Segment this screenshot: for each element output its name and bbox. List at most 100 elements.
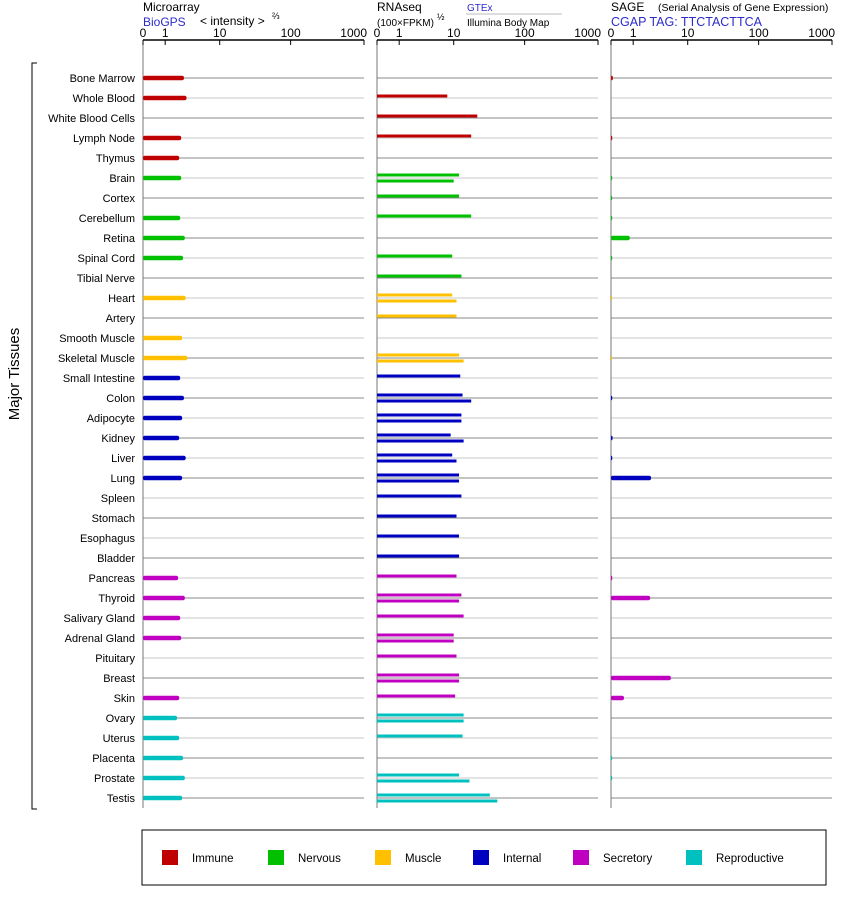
expression-bar	[611, 215, 613, 221]
tissue-label: Thyroid	[98, 593, 135, 605]
x-tick-label: 100	[749, 26, 769, 40]
intensity-scale-label: < intensity >	[200, 14, 265, 28]
expression-bar	[611, 75, 613, 81]
expression-bar	[377, 779, 470, 783]
tissue-label: Cerebellum	[79, 213, 135, 225]
expression-bar	[143, 235, 185, 241]
expression-bar	[611, 575, 613, 581]
expression-bar	[611, 235, 630, 241]
legend-item-internal: Internal	[473, 850, 541, 865]
x-tick-label: 1	[630, 26, 637, 40]
expression-bar	[377, 679, 460, 683]
expression-bar	[377, 534, 460, 538]
expression-bar	[143, 635, 182, 641]
expression-bar	[377, 719, 464, 723]
tissue-label: Esophagus	[80, 533, 136, 545]
expression-bar	[143, 335, 183, 341]
expression-bar	[611, 395, 613, 401]
expression-bar	[611, 675, 671, 681]
legend-swatch	[268, 850, 284, 865]
legend: Immune Nervous Muscle Internal Secretory Repr…	[162, 850, 784, 865]
expression-bar	[611, 775, 613, 781]
legend-swatch	[162, 850, 178, 865]
expression-bar	[377, 614, 464, 618]
legend-item-nervous: Nervous	[268, 850, 341, 865]
tissue-label: Smooth Muscle	[59, 333, 135, 345]
expression-bar	[143, 715, 178, 721]
expression-bar	[143, 95, 187, 101]
legend-item-reproductive: Reproductive	[686, 850, 784, 865]
expression-bar	[143, 255, 184, 261]
expression-bar	[143, 375, 181, 381]
expression-bar	[611, 135, 613, 141]
legend-label: Reproductive	[716, 853, 784, 865]
expression-bar	[377, 574, 457, 578]
expression-bar	[377, 473, 460, 477]
expression-bar	[611, 255, 613, 261]
x-tick-label: 10	[213, 26, 227, 40]
expression-bar	[611, 755, 613, 761]
tissue-label: Thymus	[96, 153, 136, 165]
tissue-label: Placenta	[92, 753, 136, 765]
expression-bar	[377, 639, 454, 643]
expression-bar	[143, 135, 182, 141]
expression-bar	[377, 114, 478, 118]
x-tick-label: 0	[608, 26, 615, 40]
legend-item-secretory: Secretory	[573, 850, 652, 865]
microarray-title: Microarray	[143, 0, 200, 14]
tissue-label: Colon	[106, 393, 135, 405]
expression-bar	[143, 455, 186, 461]
expression-bar	[377, 673, 460, 677]
expression-bar	[143, 155, 180, 161]
expression-bar	[377, 793, 490, 797]
panel-sage: 0 1 10 100 1000	[608, 26, 835, 808]
tissue-label: Retina	[103, 233, 136, 245]
expression-bar	[377, 633, 454, 637]
illumina-source: Illumina Body Map	[467, 18, 550, 29]
legend-swatch	[473, 850, 489, 865]
expression-bar	[143, 435, 180, 441]
sage-subtitle: (Serial Analysis of Gene Expression)	[658, 2, 828, 14]
tissue-label: Cortex	[103, 193, 136, 205]
expression-bar	[611, 195, 613, 201]
tissue-label: Skeletal Muscle	[58, 353, 135, 365]
legend-label: Nervous	[298, 853, 341, 865]
biogps-source: BioGPS	[143, 15, 186, 29]
expression-bar	[377, 654, 457, 658]
x-tick-label: 100	[281, 26, 301, 40]
x-tick-label: 1	[162, 26, 169, 40]
legend-label: Secretory	[603, 853, 652, 865]
tissue-label: Pituitary	[95, 653, 135, 665]
expression-bar	[377, 734, 463, 738]
tissue-label: Uterus	[103, 733, 136, 745]
tissue-label: Spinal Cord	[78, 253, 135, 265]
y-axis-label: Major Tissues	[6, 328, 23, 421]
sage-tag: CGAP TAG: TTCTACTTCA	[611, 15, 763, 29]
expression-bar	[143, 415, 183, 421]
expression-bar	[377, 274, 462, 278]
expression-bar	[377, 413, 462, 417]
expression-bar	[377, 179, 454, 183]
chart-rows: Bone Marrow Whole Blood White Blood Cells L…	[48, 73, 832, 805]
expression-bar	[611, 695, 624, 701]
x-tick-label: 1000	[808, 26, 835, 40]
tissue-label: Kidney	[101, 433, 135, 445]
expression-bar	[377, 393, 463, 397]
expression-bar	[377, 773, 460, 777]
tissue-label: Adipocyte	[87, 413, 135, 425]
expression-bar	[143, 695, 180, 701]
expression-bar	[377, 374, 461, 378]
expression-bar	[143, 475, 183, 481]
tissue-label: Stomach	[92, 513, 135, 525]
expression-bar	[377, 293, 453, 297]
legend-label: Muscle	[405, 853, 441, 865]
expression-bar	[143, 175, 182, 181]
expression-bar	[377, 314, 457, 318]
expression-bar	[377, 713, 464, 717]
gtex-source: GTEx	[467, 3, 493, 14]
tissue-label: Tibial Nerve	[77, 273, 135, 285]
legend-item-immune: Immune	[162, 850, 234, 865]
sage-header: SAGE (Serial Analysis of Gene Expression…	[611, 0, 828, 29]
chart-panels: 0 1 10 100 1000 0 1 10 100 1000 0 1 10 100 1000	[140, 26, 835, 808]
expression-bar	[143, 75, 184, 81]
